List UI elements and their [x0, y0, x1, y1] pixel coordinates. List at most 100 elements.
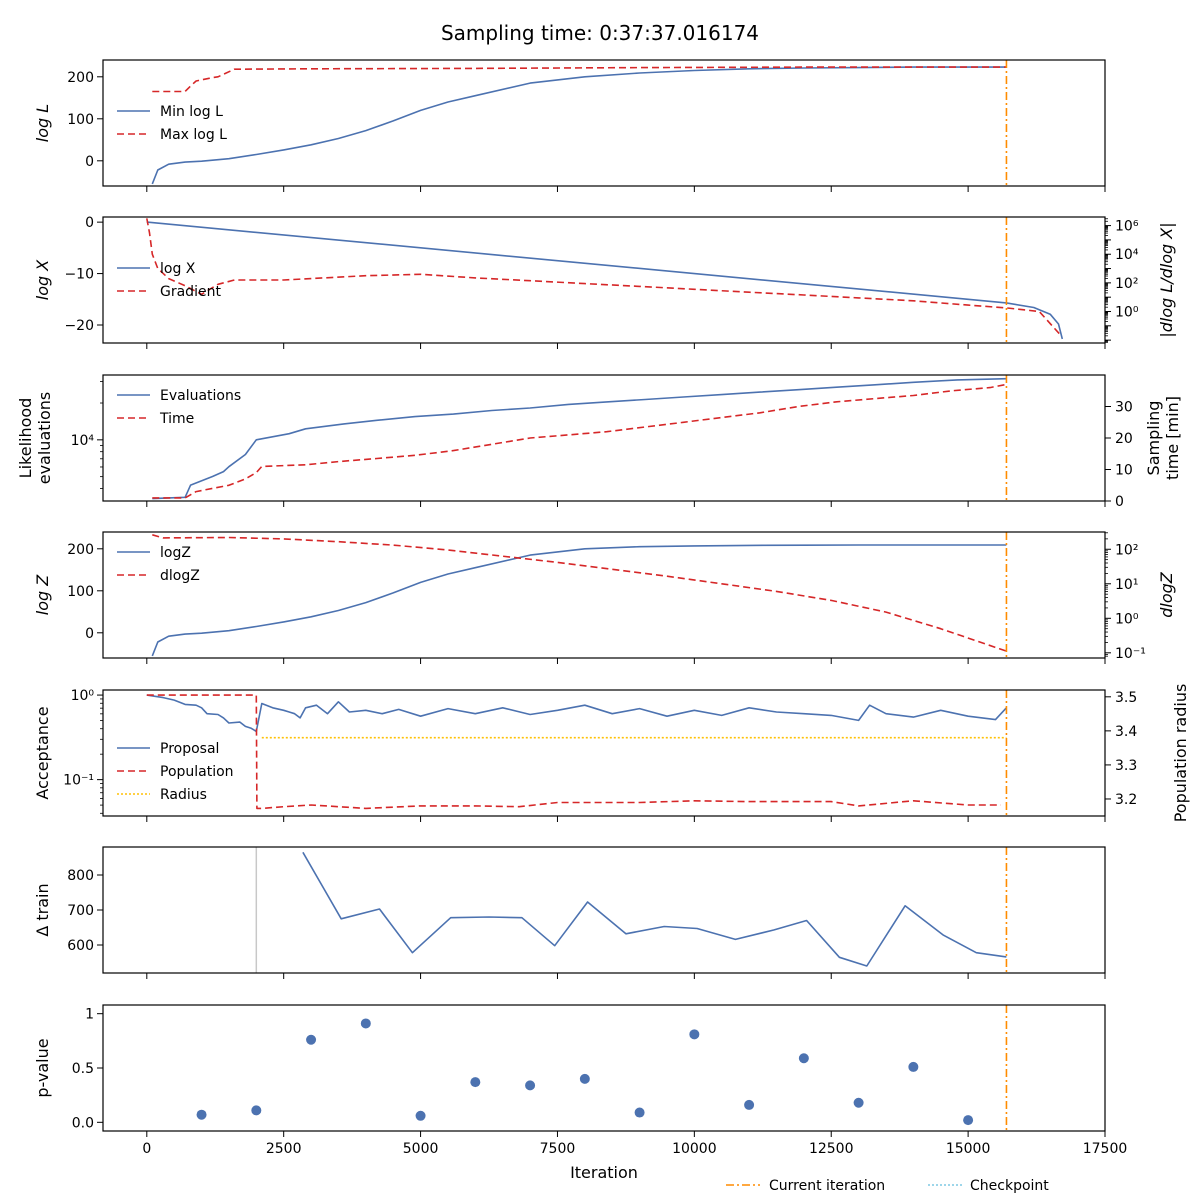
data-point [415, 1110, 426, 1121]
y-axis-label: Δ train [33, 883, 52, 936]
y2-axis-label: dlogZ [1157, 571, 1176, 618]
y2-axis-label-line: Sampling [1144, 401, 1163, 476]
plot-area [255, 847, 1008, 973]
data-point [963, 1115, 974, 1126]
plot-area [152, 375, 1008, 501]
y2-tick-label: 10⁰ [1115, 305, 1139, 321]
y-tick-label: 100 [67, 112, 94, 128]
data-point [306, 1034, 317, 1045]
y-axis-label: Acceptance [33, 706, 52, 799]
y-tick-label: 700 [67, 903, 94, 919]
y2-tick-label: 10² [1115, 276, 1138, 292]
plot-area [146, 217, 1064, 343]
series-dlogz [152, 534, 1007, 652]
data-point [251, 1105, 262, 1116]
x-tick-label: 10000 [672, 1141, 717, 1157]
data-point [798, 1053, 809, 1064]
legend-label-logz: logZ [160, 545, 191, 561]
series-log-x [146, 221, 1064, 340]
panel-train: 600 700 800 Δ train [33, 846, 1106, 979]
panel-acceptance: 10⁻¹ 10⁰ 3.5 3.4 3.3 3.2 Acceptance Population … [33, 684, 1190, 823]
plot-area [151, 532, 1008, 658]
x-tick-label: 7500 [540, 1141, 576, 1157]
y-axis-label: log X [33, 259, 52, 300]
y-tick-label: −20 [64, 318, 94, 334]
y2-tick-label: 3.3 [1115, 758, 1137, 774]
data-point [634, 1107, 645, 1118]
series-train [302, 851, 1007, 967]
panel-frame [102, 216, 1106, 344]
y-axis-label-line: evaluations [35, 392, 54, 485]
y2-tick-label: 10 [1115, 463, 1133, 479]
series-proposal [146, 694, 1007, 733]
y-tick-label: 1 [85, 1007, 94, 1023]
legend-label-time: Time [159, 411, 194, 427]
data-point [196, 1109, 207, 1120]
panel-frame [102, 846, 1106, 974]
y2-tick-label: 3.4 [1115, 724, 1137, 740]
panel-log-l: 0 100 200 log L Min log L Max log L [33, 59, 1106, 192]
y-axis-label: Likelihoodevaluations [16, 392, 54, 485]
y2-axis-label: Samplingtime [min] [1144, 396, 1182, 480]
legend-label-min-log-l: Min log L [160, 104, 223, 120]
y-tick-label: 10⁻¹ [63, 773, 94, 789]
y2-axis-label: |dlog L/dlog X| [1157, 222, 1176, 337]
y-tick-label: 800 [67, 868, 94, 884]
y2-tick-label: 10⁻¹ [1115, 646, 1146, 662]
data-point [579, 1073, 590, 1084]
y2-tick-label: 10² [1115, 542, 1138, 558]
panel-frame [102, 374, 1106, 502]
footer-legend: Current iteration Checkpoint [726, 1178, 1049, 1194]
legend-label-gradient: Gradient [160, 284, 221, 300]
data-point [853, 1097, 864, 1108]
y-tick-label: 100 [67, 584, 94, 600]
series-gradient [146, 218, 1062, 337]
panel-frame [102, 531, 1106, 659]
panel-log-z: 0 100 200 10² 10¹ 10⁰ 10⁻¹ log Z dlogZ logZ dlogZ [33, 531, 1176, 664]
data-point [470, 1077, 481, 1088]
panel-frame [102, 1004, 1106, 1132]
legend-current-iteration-label: Current iteration [769, 1178, 885, 1194]
y2-tick-label: 3.5 [1115, 690, 1137, 706]
panel-p-value: 0.0 0.5 1 0 2500 5000 7500 10000 12500 15000 17500… [33, 1004, 1128, 1157]
data-point [360, 1018, 371, 1029]
series-min-log-l [151, 66, 1007, 185]
y-tick-label: 200 [67, 542, 94, 558]
x-tick-label: 15000 [946, 1141, 991, 1157]
panel-frame [102, 59, 1106, 187]
x-tick-label: 0 [142, 1141, 151, 1157]
panel-likelihood-evaluations: 10⁴ 0 10 20 30 Likelihoodevaluations Samplingt… [16, 374, 1182, 510]
x-tick-label: 2500 [266, 1141, 302, 1157]
y-tick-label: 0.0 [72, 1115, 94, 1131]
y2-tick-label: 20 [1115, 431, 1133, 447]
data-point [525, 1080, 536, 1091]
y-tick-label: 0 [85, 626, 94, 642]
y-axis-label: log L [33, 104, 52, 142]
y2-tick-label: 10⁰ [1115, 611, 1139, 627]
y-tick-label: 10⁴ [71, 433, 95, 449]
y2-tick-label: 30 [1115, 400, 1133, 416]
legend-label-log-x: log X [160, 261, 196, 277]
x-tick-label: 17500 [1083, 1141, 1128, 1157]
y-tick-label: 10⁰ [71, 688, 95, 704]
series-time [152, 383, 1007, 499]
x-tick-label: 12500 [809, 1141, 854, 1157]
y2-tick-label: 10⁶ [1115, 219, 1139, 235]
y-axis-label-line: Likelihood [16, 398, 35, 479]
panel-log-x: 0 −10 −20 10⁶ 10⁴ 10² 10⁰ log X |dlog L/dlog X| l… [33, 215, 1176, 349]
plot-area [146, 690, 1008, 816]
legend-label-proposal: Proposal [160, 741, 219, 757]
x-tick-label: 5000 [403, 1141, 439, 1157]
legend-checkpoint-label: Checkpoint [970, 1178, 1049, 1194]
y2-tick-label: 10⁴ [1115, 247, 1139, 263]
x-axis-label: Iteration [570, 1163, 638, 1182]
data-point [908, 1061, 919, 1072]
y-tick-label: 200 [67, 70, 94, 86]
figure-title: Sampling time: 0:37:37.016174 [441, 21, 759, 45]
legend-label-population: Population [160, 764, 234, 780]
data-point [744, 1099, 755, 1110]
series-population [146, 694, 1001, 810]
y2-tick-label: 10¹ [1115, 577, 1138, 593]
